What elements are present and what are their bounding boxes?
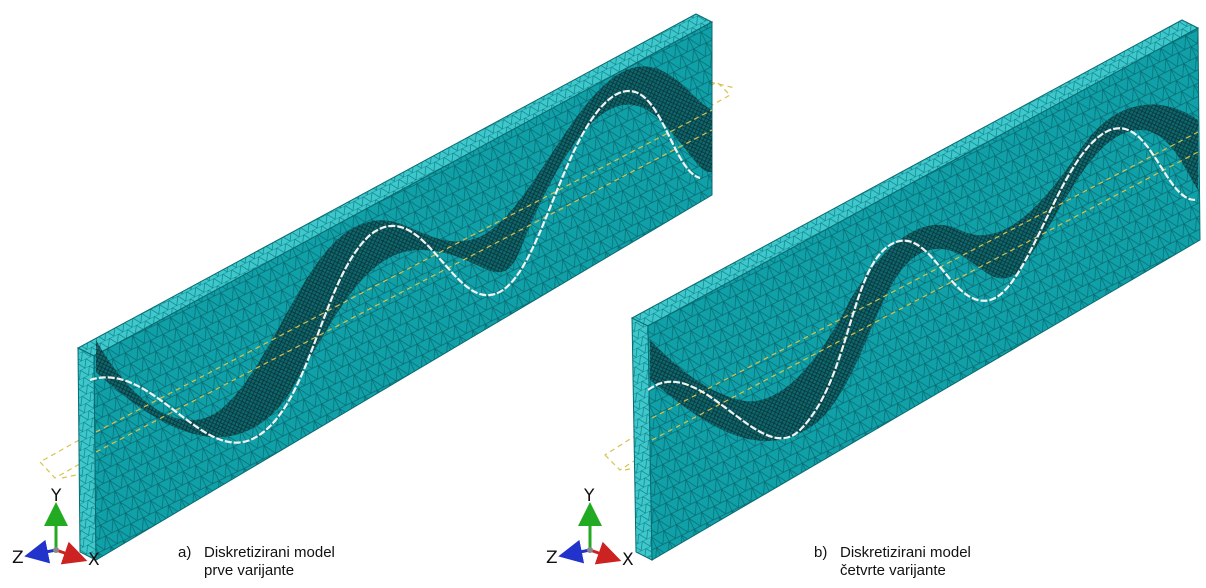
caption-a-line1: Diskretizirani model: [204, 544, 335, 561]
caption-b: b) Diskretizirani model četvrte varijante: [814, 544, 971, 580]
caption-b-line2: četvrte varijante: [840, 562, 946, 579]
front-face-b: [647, 27, 1201, 561]
tendon-curve-b: [647, 127, 1196, 440]
axis-triad-b: Y Z X: [546, 486, 634, 570]
dense-band-b: [650, 104, 1198, 441]
dashed-inner-a: [95, 109, 713, 453]
caption-a-line2: prve varijante: [204, 562, 295, 579]
caption-b-letter: b): [814, 544, 828, 561]
mesh-model-a: [39, 13, 736, 561]
dense-band-a: [96, 66, 712, 438]
caption-a-letter: a): [178, 544, 192, 561]
caption-b-line1: Diskretizirani model: [840, 544, 971, 561]
axis-y-label-a: Y: [50, 486, 62, 506]
tendon-curve-a: [89, 90, 701, 444]
axis-z-label-a: Z: [12, 548, 24, 568]
dashed-inner-b: [651, 131, 1199, 441]
axis-y-label-b: Y: [583, 486, 595, 506]
axis-z-label-b: Z: [546, 548, 558, 568]
mesh-model-b: [604, 19, 1201, 561]
caption-a: a) Diskretizirani model prve varijante: [178, 544, 335, 580]
axis-x-label-b: X: [622, 550, 634, 570]
axis-triad-a: Y Z X: [12, 486, 100, 570]
axis-x-label-a: X: [88, 550, 100, 570]
